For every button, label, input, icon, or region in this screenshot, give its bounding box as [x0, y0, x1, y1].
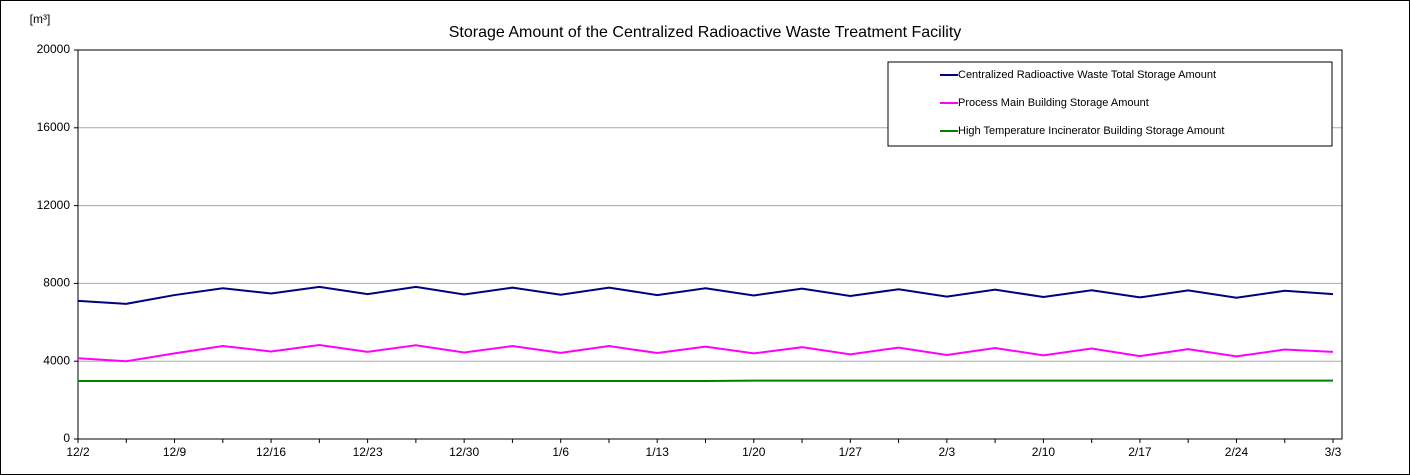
x-tick-label: 12/2	[66, 445, 90, 459]
legend-label: High Temperature Incinerator Building St…	[958, 125, 1224, 137]
y-tick-label: 4000	[43, 353, 70, 367]
y-tick-label: 16000	[37, 120, 71, 134]
x-tick-label: 1/27	[839, 445, 863, 459]
legend-label: Process Main Building Storage Amount	[958, 97, 1149, 109]
plot-area	[77, 49, 1343, 440]
x-tick-label: 1/20	[742, 445, 766, 459]
y-tick-label: 20000	[37, 42, 71, 56]
y-tick-label: 0	[63, 431, 70, 445]
x-tick-label: 12/9	[163, 445, 187, 459]
y-tick-label: 12000	[37, 198, 71, 212]
x-tick-label: 1/13	[646, 445, 670, 459]
x-tick-label: 2/10	[1032, 445, 1056, 459]
x-tick-label: 1/6	[552, 445, 569, 459]
x-tick-label: 12/23	[353, 445, 383, 459]
y-axis-label: [m³]	[30, 12, 51, 26]
chart-title: Storage Amount of the Centralized Radioa…	[449, 24, 962, 41]
x-tick-label: 12/30	[449, 445, 479, 459]
x-tick-label: 2/17	[1128, 445, 1152, 459]
y-tick-label: 8000	[43, 276, 70, 290]
x-tick-label: 3/3	[1325, 445, 1342, 459]
legend-box	[887, 61, 1333, 147]
legend-label: Centralized Radioactive Waste Total Stor…	[958, 69, 1216, 81]
x-tick-label: 12/16	[256, 445, 286, 459]
series-line	[77, 344, 1334, 363]
series-line	[77, 285, 1334, 305]
x-tick-label: 2/3	[939, 445, 956, 459]
x-tick-label: 2/24	[1225, 445, 1249, 459]
